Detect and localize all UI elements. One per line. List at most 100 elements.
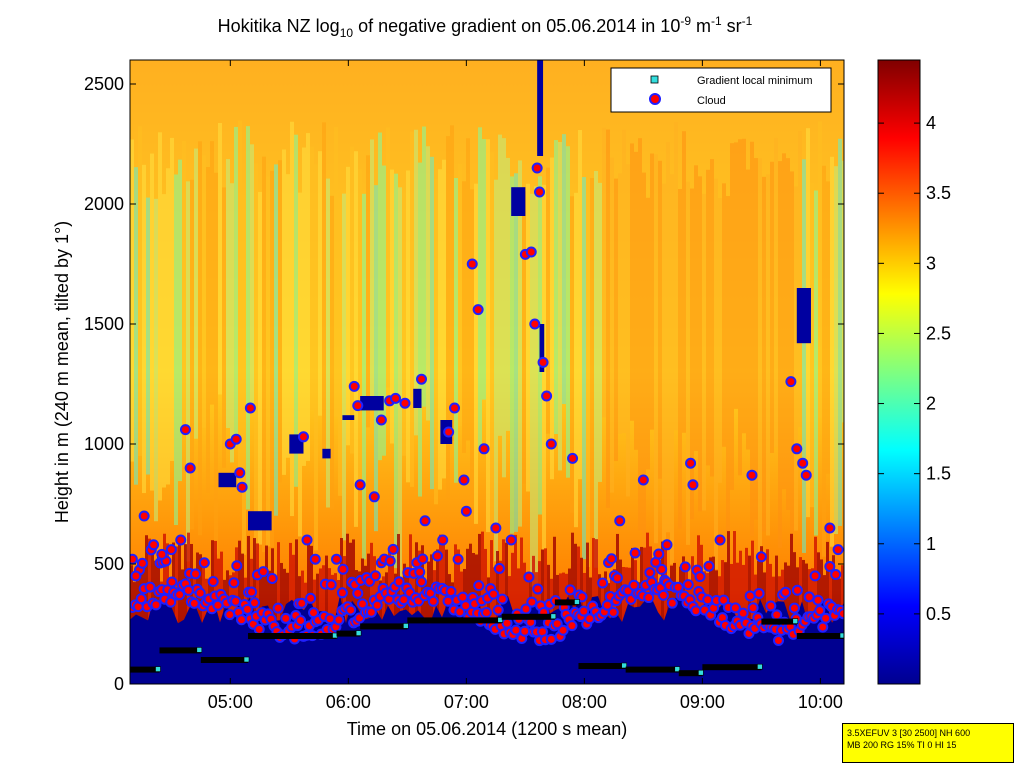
cloud-marker [614,515,626,527]
texture-band [262,569,265,624]
texture-band [751,540,754,624]
x-tick-label: 09:00 [680,692,725,712]
texture-band [247,535,250,624]
texture-band [598,574,601,624]
texture-column [462,181,466,453]
texture-column [566,146,570,478]
texture-column [370,139,374,407]
texture-column [782,153,786,490]
y-tick-label: 2500 [84,74,124,94]
texture-column [794,186,798,531]
low-gradient-patch [342,415,355,420]
cloud-marker [809,570,821,582]
texture-column [766,174,770,536]
texture-column [130,139,134,462]
texture-column [234,126,238,444]
colorbar-gradient [877,59,921,685]
texture-column [778,161,782,548]
texture-column [338,197,342,496]
y-tick-label: 1000 [84,434,124,454]
texture-column [422,126,426,407]
texture-column [266,176,270,547]
texture-column [642,172,646,555]
texture-band [295,539,298,624]
cloud-marker [661,539,673,551]
texture-band [478,533,481,624]
texture-band [514,534,517,624]
cloud-marker [791,443,803,455]
cloud-marker [490,522,502,534]
texture-column [670,174,674,565]
texture-column [742,138,746,434]
texture-column [238,120,242,487]
cloud-marker [551,618,563,630]
texture-column [502,138,506,478]
texture-band [454,544,457,624]
texture-band [733,531,736,624]
texture-band [646,532,649,624]
cloud-marker [534,186,546,198]
cloud-marker [520,603,532,615]
cloud-marker [452,553,464,565]
legend-box [610,67,832,113]
cloud-marker [442,595,454,607]
cloud-marker [231,560,243,572]
colorbar-tick-label: 1 [926,534,936,554]
texture-column [330,195,334,510]
texture-column [706,169,710,466]
gradient-min-marker [403,623,409,629]
texture-column [342,193,346,541]
cloud-marker [685,457,697,469]
texture-column [810,182,814,508]
cloud-marker [272,602,284,614]
texture-band [130,565,133,624]
texture-column [274,164,278,516]
texture-column [526,183,530,492]
texture-band [838,578,841,624]
texture-column [510,176,514,534]
cloud-marker [333,614,345,626]
texture-band [823,575,826,624]
texture-band [832,555,835,624]
cloud-marker [510,624,522,636]
texture-band [328,568,331,624]
texture-band [772,576,775,624]
gradient-min-step [248,633,337,639]
texture-band [418,550,421,624]
cloud-marker [824,561,836,573]
low-gradient-patch [539,324,545,372]
texture-band [775,555,778,624]
texture-column [714,178,718,570]
texture-column [378,132,382,461]
texture-band [337,580,340,624]
cloud-marker [830,569,842,581]
y-axis-label: Height in m (240 m mean, tilted by 1°) [52,221,72,523]
gradient-min-marker [757,663,763,670]
colorbar-tick-label: 2.5 [926,323,951,343]
gradient-min-step [761,618,797,625]
texture-band [577,546,580,624]
cloud-marker [295,614,307,626]
texture-column [506,157,510,431]
cloud-marker [637,474,649,486]
gradient-min-marker [243,656,250,663]
texture-column [702,193,706,511]
cloud-marker [416,576,428,588]
texture-band [364,565,367,624]
texture-band [760,546,763,624]
texture-column [410,131,414,487]
texture-band [190,543,193,624]
cloud-marker [791,584,803,596]
texture-column [498,134,502,436]
texture-column [242,194,246,555]
y-tick-label: 0 [114,674,124,694]
cloud-marker [820,612,832,624]
cloud-marker [523,571,535,583]
texture-band [325,555,328,624]
cloud-marker [384,555,396,567]
cloud-marker [236,481,248,493]
texture-column [594,170,598,568]
cloud-marker [703,560,715,572]
texture-band [694,568,697,624]
texture-column [414,129,418,436]
